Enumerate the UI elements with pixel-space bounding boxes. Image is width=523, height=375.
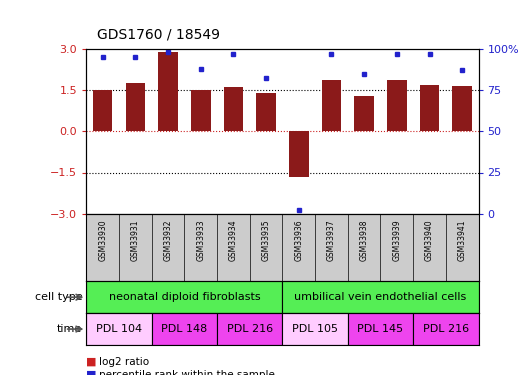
Text: umbilical vein endothelial cells: umbilical vein endothelial cells: [294, 292, 467, 302]
Text: GSM33939: GSM33939: [392, 219, 401, 261]
Bar: [224, 87, 243, 131]
Bar: [289, 131, 309, 177]
Text: GSM33930: GSM33930: [98, 219, 107, 261]
Text: GSM33934: GSM33934: [229, 219, 238, 261]
Bar: [217, 313, 282, 345]
Bar: [452, 86, 472, 131]
Text: ■: ■: [86, 357, 97, 367]
Bar: [158, 51, 178, 131]
Bar: [419, 84, 439, 131]
Bar: [282, 313, 348, 345]
Bar: [86, 313, 152, 345]
Text: PDL 148: PDL 148: [161, 324, 208, 334]
Text: log2 ratio: log2 ratio: [99, 357, 150, 367]
Text: GSM33936: GSM33936: [294, 219, 303, 261]
Bar: [93, 90, 112, 131]
Text: time: time: [57, 324, 83, 334]
Text: GSM33937: GSM33937: [327, 219, 336, 261]
Text: PDL 145: PDL 145: [357, 324, 404, 334]
Text: percentile rank within the sample: percentile rank within the sample: [99, 370, 275, 375]
Text: GSM33940: GSM33940: [425, 219, 434, 261]
Bar: [282, 281, 479, 313]
Text: PDL 216: PDL 216: [423, 324, 469, 334]
Bar: [322, 80, 341, 131]
Text: neonatal diploid fibroblasts: neonatal diploid fibroblasts: [109, 292, 260, 302]
Bar: [355, 96, 374, 131]
Bar: [413, 313, 479, 345]
Bar: [86, 281, 282, 313]
Bar: [126, 83, 145, 131]
Text: GSM33931: GSM33931: [131, 219, 140, 261]
Bar: [256, 93, 276, 131]
Text: ■: ■: [86, 370, 97, 375]
Bar: [348, 313, 413, 345]
Text: GSM33941: GSM33941: [458, 219, 467, 261]
Bar: [387, 80, 407, 131]
Text: GSM33933: GSM33933: [196, 219, 205, 261]
Text: GSM33932: GSM33932: [164, 219, 173, 261]
Text: GDS1760 / 18549: GDS1760 / 18549: [97, 27, 220, 41]
Text: PDL 104: PDL 104: [96, 324, 142, 334]
Text: cell type: cell type: [35, 292, 83, 302]
Text: GSM33938: GSM33938: [360, 219, 369, 261]
Bar: [191, 90, 210, 131]
Text: PDL 216: PDL 216: [226, 324, 273, 334]
Bar: [152, 313, 217, 345]
Text: GSM33935: GSM33935: [262, 219, 270, 261]
Text: PDL 105: PDL 105: [292, 324, 338, 334]
